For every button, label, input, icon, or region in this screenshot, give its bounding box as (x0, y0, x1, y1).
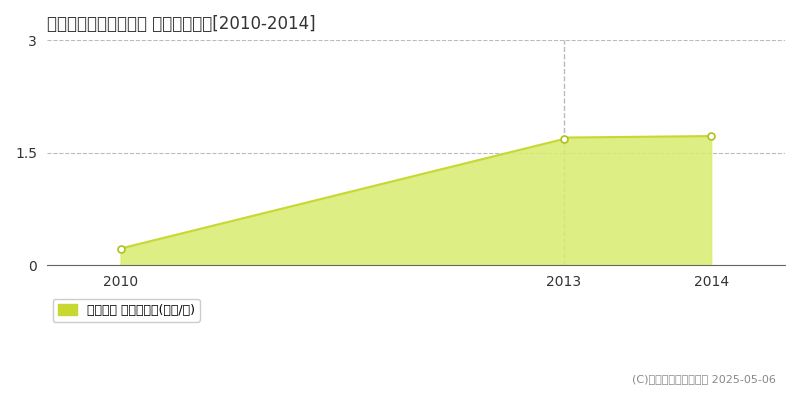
Text: 結城郡八千代町下山川 土地価格推移[2010-2014]: 結城郡八千代町下山川 土地価格推移[2010-2014] (46, 15, 315, 33)
Legend: 土地価格 平均坤単価(万円/坤): 土地価格 平均坤単価(万円/坤) (53, 299, 200, 322)
Text: (C)土地価格ドットコム 2025-05-06: (C)土地価格ドットコム 2025-05-06 (632, 374, 776, 384)
